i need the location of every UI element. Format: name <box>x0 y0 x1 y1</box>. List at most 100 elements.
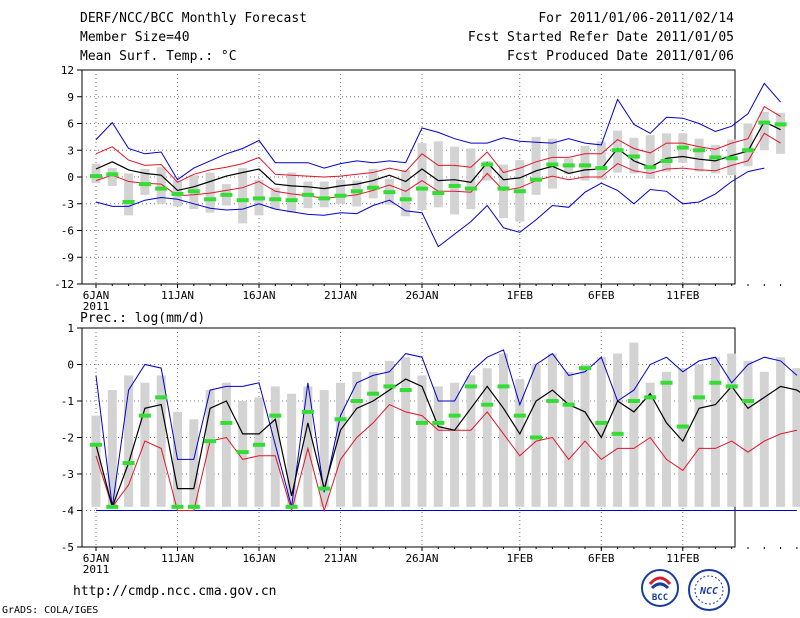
spread-bar <box>662 371 671 507</box>
spread-bar <box>564 371 574 507</box>
spread-bar <box>124 375 134 507</box>
control-marker <box>90 442 102 447</box>
y-tick-label: -9 <box>61 251 74 264</box>
control-marker <box>220 192 233 197</box>
control-marker <box>676 424 689 429</box>
x-tick-label: 11FEB <box>666 552 699 565</box>
control-marker <box>611 148 624 153</box>
panel2-title: Prec.: log(mm/d) <box>80 311 206 326</box>
control-marker <box>122 199 135 204</box>
spread-bar <box>776 112 786 154</box>
control-marker <box>644 395 657 400</box>
x-tick-label: 1FEB <box>507 289 534 302</box>
spread-bar <box>91 415 101 507</box>
x-tick-label: 11FEB <box>666 289 699 302</box>
control-marker <box>644 165 657 170</box>
spread-bar <box>596 141 606 180</box>
control-marker <box>301 192 314 197</box>
control-marker <box>742 399 754 403</box>
control-marker <box>660 380 673 385</box>
control-marker <box>595 420 608 425</box>
upper-line <box>95 403 798 513</box>
control-marker <box>367 391 380 396</box>
spread-bar <box>515 379 525 507</box>
variable-label: Mean Surf. Temp.: °C <box>80 49 237 64</box>
control-marker <box>155 186 168 191</box>
control-marker <box>399 388 412 393</box>
control-marker <box>481 162 494 167</box>
spread-bar <box>580 145 590 181</box>
spread-bar <box>287 393 297 507</box>
control-marker <box>253 442 265 447</box>
control-marker <box>285 504 298 509</box>
y-tick-label: 9 <box>67 91 74 104</box>
spread-bar <box>336 179 345 204</box>
year-label: 2011 <box>83 300 110 313</box>
y-tick-label: 0 <box>67 359 74 372</box>
spread-bar <box>482 160 492 181</box>
control-marker <box>774 122 787 127</box>
spread-bar <box>417 143 427 210</box>
control-marker <box>285 198 298 203</box>
control-marker <box>106 172 119 177</box>
control-marker <box>497 186 510 191</box>
control-marker <box>318 486 331 491</box>
spread-bar <box>499 353 508 507</box>
spread-bar <box>336 382 345 507</box>
control-marker <box>106 504 119 509</box>
control-marker <box>546 162 559 167</box>
control-marker <box>530 177 543 182</box>
spread-bar <box>662 133 671 172</box>
control-marker <box>742 148 754 153</box>
control-marker <box>530 435 543 440</box>
spread-bar <box>450 382 460 507</box>
spread-bar <box>450 146 460 215</box>
y-tick-label: 12 <box>61 64 74 77</box>
control-marker <box>627 154 640 159</box>
spread-bar <box>221 382 231 507</box>
control-marker <box>171 504 184 509</box>
control-marker <box>579 366 591 371</box>
spread-bar <box>759 371 769 507</box>
source-url[interactable]: http://cmdp.ncc.cma.gov.cn <box>73 584 277 599</box>
control-marker <box>253 196 265 201</box>
control-marker <box>416 420 428 425</box>
spread-bar <box>417 375 427 507</box>
spread-bar <box>368 371 378 507</box>
spread-bar <box>466 148 476 210</box>
spread-bar <box>482 368 492 507</box>
control-marker <box>676 145 689 150</box>
spread-bar <box>727 353 737 507</box>
spread-bar <box>645 382 655 507</box>
x-tick-label: 26JAN <box>405 552 438 565</box>
control-marker <box>595 166 608 171</box>
spread-bar <box>433 141 443 208</box>
control-marker <box>334 417 347 422</box>
control-marker <box>416 186 428 191</box>
spread-bar <box>694 364 704 507</box>
x-tick-label: 26JAN <box>405 289 438 302</box>
control-marker <box>481 402 494 407</box>
control-marker <box>269 413 282 418</box>
control-marker <box>318 196 331 201</box>
y-tick-label: -3 <box>61 198 74 211</box>
control-marker <box>334 193 347 198</box>
y-tick-label: 0 <box>67 171 74 184</box>
forecast-period: For 2011/01/06-2011/02/14 <box>538 11 734 26</box>
spread-bar <box>140 382 150 507</box>
spread-bar <box>433 386 443 507</box>
control-marker <box>269 197 282 202</box>
upper-line <box>95 105 781 183</box>
x-tick-label: 6FEB <box>588 289 615 302</box>
control-marker <box>350 399 363 403</box>
spread-bar <box>694 138 704 172</box>
temperature-panel: -12 -9 -6 -3 0 3 6 9 12 6JAN 11JAN 16JAN 21JAN 26JAN 1… <box>54 64 787 313</box>
control-marker <box>350 189 363 194</box>
control-marker <box>138 182 151 187</box>
mean-line <box>95 378 800 509</box>
x-tick-label: 1FEB <box>507 552 534 565</box>
control-marker <box>204 197 217 202</box>
y-tick-label: -1 <box>61 395 74 408</box>
member-size: Member Size=40 <box>80 30 190 45</box>
